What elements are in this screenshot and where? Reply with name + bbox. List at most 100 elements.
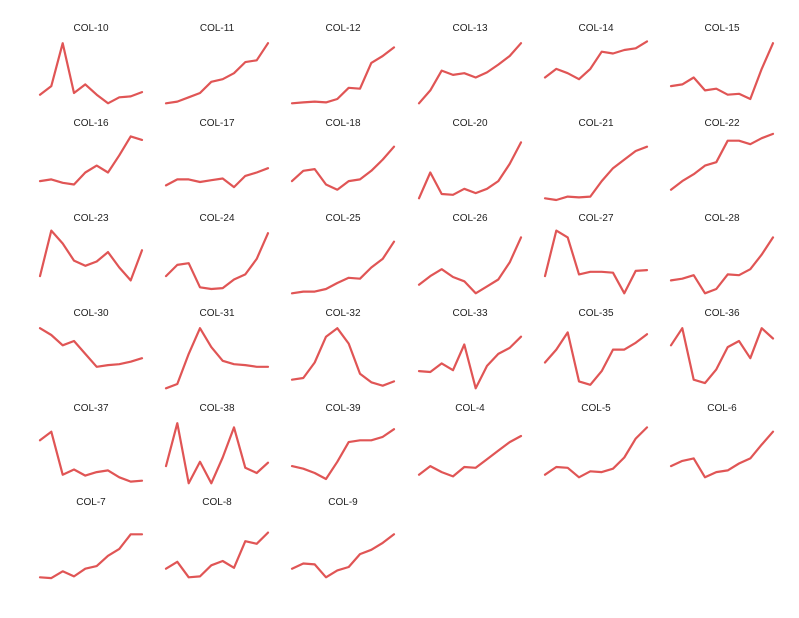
- series-line: [669, 42, 775, 101]
- series-line: [290, 327, 396, 387]
- series-line: [38, 533, 144, 580]
- panel-title: COL-10: [73, 23, 108, 34]
- panel-title: COL-5: [581, 403, 611, 414]
- panel-col-9: COL-9: [290, 497, 396, 579]
- series-line: [669, 236, 775, 295]
- series-line: [543, 229, 649, 295]
- series-line: [164, 531, 270, 579]
- panel-col-13: COL-13: [417, 23, 523, 105]
- series-line: [543, 426, 649, 479]
- series-line: [290, 46, 396, 105]
- panel-col-5: COL-5: [543, 403, 649, 479]
- panel-title: COL-26: [452, 213, 487, 224]
- panel-title: COL-4: [455, 403, 485, 414]
- series-line: [164, 327, 270, 390]
- panel-title: COL-33: [452, 308, 487, 319]
- panel-col-4: COL-4: [417, 403, 523, 478]
- series-line: [38, 229, 144, 282]
- panel-title: COL-27: [578, 213, 613, 224]
- series-line: [543, 145, 649, 202]
- series-line: [164, 422, 270, 485]
- panel-title: COL-36: [704, 308, 739, 319]
- panel-title: COL-11: [200, 23, 235, 34]
- series-line: [669, 327, 775, 385]
- panel-title: COL-12: [325, 23, 360, 34]
- panel-title: COL-31: [199, 308, 234, 319]
- panel-col-16: COL-16: [38, 118, 144, 186]
- panel-title: COL-23: [73, 213, 108, 224]
- panel-title: COL-13: [452, 23, 487, 34]
- panel-title: COL-9: [328, 497, 358, 508]
- panel-title: COL-16: [73, 118, 108, 129]
- panel-col-39: COL-39: [290, 403, 396, 481]
- panel-title: COL-39: [325, 403, 360, 414]
- panel-col-23: COL-23: [38, 213, 144, 282]
- series-line: [417, 335, 523, 390]
- panel-title: COL-22: [704, 118, 739, 129]
- series-line: [417, 141, 523, 200]
- panel-col-30: COL-30: [38, 308, 144, 368]
- panel-col-7: COL-7: [38, 497, 144, 580]
- series-line: [164, 167, 270, 189]
- panel-col-37: COL-37: [38, 403, 144, 483]
- series-line: [417, 236, 523, 295]
- panel-col-38: COL-38: [164, 403, 270, 485]
- panel-col-6: COL-6: [669, 403, 775, 479]
- panel-title: COL-21: [578, 118, 613, 129]
- panel-col-36: COL-36: [669, 308, 775, 385]
- panel-col-18: COL-18: [290, 118, 396, 191]
- series-line: [38, 430, 144, 483]
- panel-col-32: COL-32: [290, 308, 396, 387]
- panel-title: COL-20: [452, 118, 487, 129]
- panel-col-31: COL-31: [164, 308, 270, 390]
- panel-title: COL-30: [73, 308, 108, 319]
- panel-title: COL-14: [578, 23, 613, 34]
- panel-title: COL-17: [199, 118, 234, 129]
- panel-col-33: COL-33: [417, 308, 523, 390]
- panel-col-21: COL-21: [543, 118, 649, 202]
- panel-col-25: COL-25: [290, 213, 396, 295]
- panel-title: COL-15: [704, 23, 739, 34]
- series-line: [164, 232, 270, 291]
- panel-title: COL-8: [202, 497, 232, 508]
- panel-title: COL-24: [199, 213, 234, 224]
- series-line: [290, 240, 396, 295]
- series-line: [543, 331, 649, 386]
- series-line: [38, 42, 144, 105]
- panel-col-28: COL-28: [669, 213, 775, 295]
- panel-col-10: COL-10: [38, 23, 144, 105]
- panel-title: COL-18: [325, 118, 360, 129]
- panel-col-26: COL-26: [417, 213, 523, 295]
- panel-title: COL-25: [325, 213, 360, 224]
- panel-title: COL-32: [325, 308, 360, 319]
- panel-col-24: COL-24: [164, 213, 270, 291]
- series-line: [669, 430, 775, 479]
- series-line: [417, 434, 523, 478]
- panel-title: COL-35: [578, 308, 613, 319]
- panel-col-27: COL-27: [543, 213, 649, 295]
- panel-col-12: COL-12: [290, 23, 396, 105]
- series-line: [543, 40, 649, 81]
- series-line: [290, 428, 396, 481]
- panel-col-22: COL-22: [669, 118, 775, 191]
- series-line: [417, 42, 523, 105]
- panel-col-17: COL-17: [164, 118, 270, 189]
- series-line: [164, 42, 270, 105]
- panel-title: COL-37: [73, 403, 108, 414]
- panel-col-20: COL-20: [417, 118, 523, 200]
- panel-title: COL-28: [704, 213, 739, 224]
- panel-col-14: COL-14: [543, 23, 649, 81]
- series-line: [290, 145, 396, 191]
- panel-col-8: COL-8: [164, 497, 270, 579]
- series-line: [290, 533, 396, 579]
- series-line: [38, 135, 144, 186]
- series-line: [669, 132, 775, 191]
- panel-title: COL-6: [707, 403, 737, 414]
- panel-title: COL-7: [76, 497, 106, 508]
- series-line: [38, 327, 144, 368]
- panel-col-35: COL-35: [543, 308, 649, 386]
- panel-col-15: COL-15: [669, 23, 775, 101]
- panel-col-11: COL-11: [164, 23, 270, 105]
- panel-title: COL-38: [199, 403, 234, 414]
